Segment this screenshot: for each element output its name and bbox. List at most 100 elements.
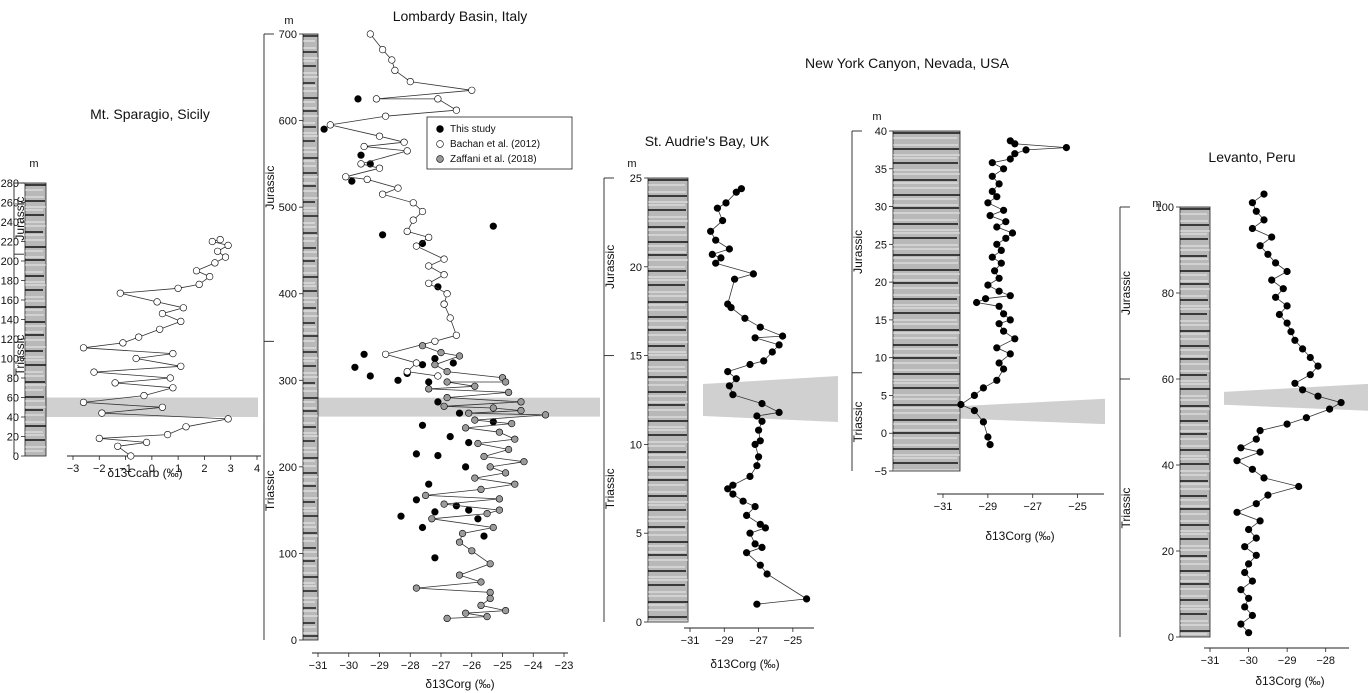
data-point — [999, 365, 1008, 373]
data-point — [443, 614, 451, 623]
x-tick-label: −30 — [1239, 655, 1258, 667]
y-tick-label: 25 — [630, 173, 642, 185]
data-point — [440, 300, 448, 308]
data-point — [754, 453, 763, 461]
y-tick-label: 0 — [881, 428, 887, 440]
data-point — [802, 595, 811, 603]
data-point — [753, 600, 761, 608]
data-point — [351, 363, 359, 371]
lithology-column — [1179, 206, 1211, 638]
data-point — [418, 523, 427, 532]
data-point — [505, 388, 513, 397]
data-point — [751, 334, 759, 342]
data-point — [495, 428, 504, 436]
x-tick-label: −25 — [784, 635, 803, 647]
period-label: Triassic — [603, 468, 617, 509]
data-point — [995, 359, 1003, 367]
x-tick-label: −25 — [1068, 501, 1087, 513]
data-point — [394, 376, 402, 384]
data-point — [1283, 267, 1291, 276]
data-point — [143, 438, 151, 447]
data-point — [511, 435, 519, 443]
data-point — [502, 469, 510, 477]
x-tick-label: −29 — [1278, 655, 1297, 667]
y-tick-label: 60 — [1162, 374, 1174, 386]
data-point — [477, 601, 485, 610]
data-point — [1256, 242, 1264, 250]
x-tick-label: −28 — [1316, 655, 1335, 667]
data-point — [1008, 229, 1017, 237]
y-tick-label: 20 — [875, 277, 887, 289]
x-axis-label: δ13Corg (‰) — [985, 529, 1054, 543]
data-point — [1298, 386, 1307, 394]
data-point — [1283, 420, 1291, 428]
x-tick-label: −1 — [119, 463, 132, 475]
data-point — [1241, 568, 1249, 577]
data-point — [366, 372, 374, 380]
data-point — [995, 180, 1003, 188]
data-point — [164, 431, 172, 439]
data-point — [517, 407, 525, 415]
legend-marker-zaffani — [436, 155, 444, 163]
data-point — [489, 404, 497, 412]
data-point — [751, 503, 759, 511]
data-point — [742, 511, 751, 520]
x-tick-label: −29 — [979, 501, 998, 513]
x-axis-label: δ13Corg (‰) — [1255, 674, 1324, 688]
period-label: Jurassic — [603, 245, 617, 289]
data-point — [712, 259, 720, 267]
data-point — [455, 538, 464, 546]
data-point — [1006, 316, 1014, 324]
data-point — [431, 508, 439, 516]
data-point — [708, 250, 716, 258]
y-tick-label: 25 — [875, 239, 887, 251]
data-point — [462, 463, 470, 471]
data-point — [1283, 302, 1291, 310]
x-tick-label: 4 — [254, 463, 260, 475]
data-point — [179, 304, 187, 312]
y-tick-label: 5 — [636, 528, 642, 540]
data-point — [758, 400, 766, 408]
data-point — [458, 529, 467, 538]
data-point — [486, 463, 494, 471]
panel-title-peru: Levanto, Peru — [1208, 149, 1295, 165]
y-tick-label: 0 — [636, 617, 642, 629]
data-point — [98, 409, 106, 417]
unit-label-peru: m — [1152, 198, 1161, 210]
data-point — [403, 368, 411, 376]
data-point — [1062, 144, 1070, 152]
data-point — [988, 187, 996, 195]
data-point — [995, 287, 1003, 295]
panel-staudrie: 0 5 10 15 20 25 Jurassic Triassic −31 −29 −27 −25 δ1… — [603, 173, 838, 671]
y-tick-label: 200 — [1, 256, 19, 268]
data-point — [1268, 276, 1276, 284]
x-tick-label: 2 — [201, 463, 207, 475]
data-point — [970, 407, 979, 415]
data-point — [749, 270, 758, 278]
data-point — [729, 391, 737, 399]
series-line — [83, 239, 230, 457]
data-point — [474, 439, 482, 448]
data-point — [1271, 293, 1280, 301]
data-point — [208, 237, 216, 246]
data-point — [984, 281, 992, 289]
data-point — [1011, 150, 1019, 158]
data-point — [1337, 399, 1345, 407]
series-line — [330, 33, 472, 377]
data-point — [354, 95, 362, 103]
data-point — [775, 341, 783, 349]
y-tick-label: 40 — [7, 412, 19, 424]
data-point — [446, 433, 454, 441]
data-point — [431, 355, 439, 363]
data-point — [1248, 199, 1256, 207]
panel-title-staudrie: St. Audrie's Bay, UK — [645, 133, 770, 149]
data-point — [406, 77, 414, 86]
data-point — [729, 490, 737, 498]
period-label: Triassic — [13, 335, 27, 376]
data-point — [158, 403, 166, 411]
data-point — [722, 199, 730, 207]
data-point — [418, 207, 427, 216]
data-point — [452, 331, 461, 339]
data-point — [375, 164, 384, 172]
data-point — [730, 275, 739, 283]
